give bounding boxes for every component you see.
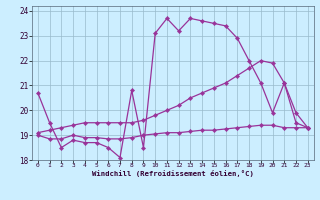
X-axis label: Windchill (Refroidissement éolien,°C): Windchill (Refroidissement éolien,°C) [92, 170, 254, 177]
